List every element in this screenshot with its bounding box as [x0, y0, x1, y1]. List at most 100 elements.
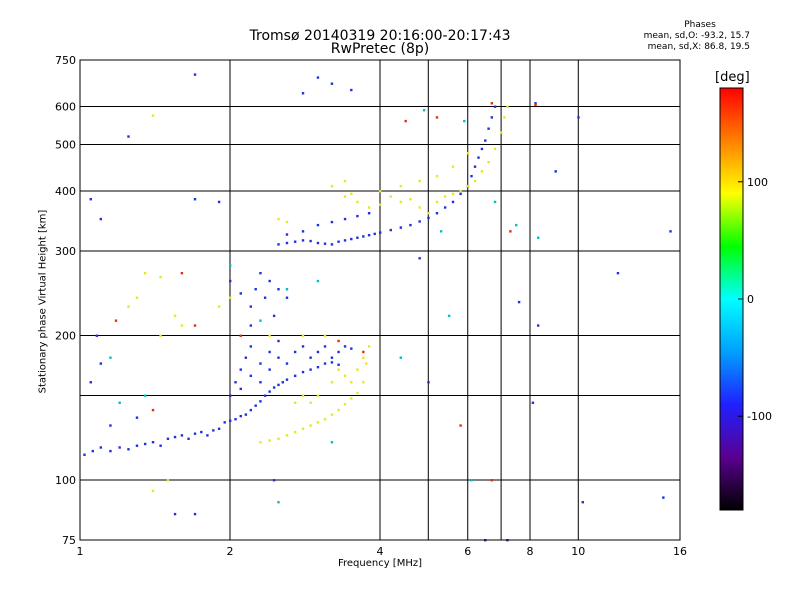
data-point: [151, 114, 155, 117]
data-point: [293, 430, 297, 434]
x-tick-label: 10: [571, 545, 585, 558]
data-point: [435, 212, 439, 215]
data-point: [399, 184, 403, 188]
data-point: [268, 439, 271, 442]
data-point: [217, 427, 221, 430]
data-point: [418, 206, 421, 209]
data-point: [418, 257, 421, 260]
data-point: [263, 296, 267, 299]
data-point: [244, 413, 248, 416]
data-point: [99, 446, 103, 449]
y-tick-label: 300: [55, 245, 76, 258]
data-point: [480, 147, 484, 151]
data-point: [330, 220, 334, 224]
y-tick-label: 75: [62, 534, 76, 547]
data-point: [337, 350, 340, 354]
data-point: [373, 232, 376, 236]
data-point: [509, 230, 512, 233]
data-point: [285, 434, 289, 437]
data-point: [180, 271, 184, 275]
y-tick-label: 400: [55, 185, 76, 198]
y-tick-label: 600: [55, 101, 76, 114]
data-point: [99, 362, 103, 365]
data-point: [367, 206, 371, 209]
data-point: [259, 271, 262, 275]
data-point: [239, 387, 242, 391]
data-point: [362, 381, 365, 384]
data-point: [554, 170, 557, 173]
data-point: [229, 264, 232, 267]
data-point: [356, 214, 359, 218]
data-point: [254, 288, 257, 291]
data-point: [127, 448, 130, 451]
data-point: [309, 356, 312, 359]
data-point: [159, 275, 162, 279]
phase-stats-title: Phases: [684, 20, 716, 30]
data-point: [493, 105, 497, 108]
x-axis-label: Frequency [MHz]: [337, 558, 423, 569]
data-point: [249, 324, 253, 327]
data-point: [301, 345, 305, 348]
data-point: [159, 444, 162, 447]
data-point: [422, 109, 426, 112]
data-point: [490, 479, 494, 482]
data-point: [480, 170, 484, 173]
data-point: [435, 200, 439, 204]
data-point: [229, 296, 232, 299]
data-point: [316, 223, 320, 227]
data-point: [350, 397, 353, 400]
data-point: [343, 195, 347, 198]
data-point: [212, 429, 215, 432]
data-point: [143, 442, 147, 446]
data-point: [281, 381, 284, 384]
data-point: [531, 401, 535, 404]
data-point: [427, 212, 430, 215]
data-point: [337, 368, 340, 371]
data-point: [166, 437, 170, 440]
data-point: [356, 391, 359, 395]
data-point: [367, 212, 371, 215]
data-point: [206, 434, 209, 437]
colorbar: 100 0 -100: [719, 87, 772, 511]
data-point: [337, 408, 340, 412]
data-point: [500, 131, 503, 134]
data-point: [135, 296, 139, 299]
data-point: [239, 414, 242, 418]
data-point: [285, 362, 289, 365]
data-point: [249, 408, 253, 412]
data-point: [83, 453, 86, 456]
data-point: [277, 383, 280, 387]
data-point: [379, 231, 382, 234]
data-point: [487, 160, 490, 164]
data-point: [229, 279, 232, 283]
data-point: [343, 345, 347, 348]
data-point: [285, 220, 289, 224]
data-point: [268, 279, 271, 283]
data-point: [173, 314, 177, 318]
data-point: [239, 292, 242, 295]
data-point: [173, 512, 177, 516]
data-point: [316, 365, 320, 369]
data-point: [343, 374, 347, 378]
data-point: [435, 116, 439, 119]
data-point: [95, 334, 99, 337]
data-point: [367, 345, 371, 348]
data-point: [362, 356, 365, 359]
x-tick-label: 4: [377, 545, 384, 558]
data-point: [350, 381, 353, 384]
data-point: [309, 239, 312, 243]
data-point: [285, 241, 289, 245]
axis-tick-labels: 1 2 4 6 8 10 16 75 100 200 300 400 500 600 750: [55, 54, 687, 558]
data-point: [180, 434, 184, 437]
data-point: [470, 174, 473, 178]
data-point: [301, 230, 305, 233]
data-point: [356, 200, 359, 204]
chart-title-line2: RwPretec (8p): [330, 41, 430, 57]
data-point: [268, 390, 271, 393]
data-point: [330, 441, 334, 444]
data-point: [268, 350, 271, 354]
data-point: [581, 500, 584, 504]
data-point: [343, 239, 347, 242]
data-point: [409, 198, 412, 201]
data-point: [337, 363, 340, 366]
